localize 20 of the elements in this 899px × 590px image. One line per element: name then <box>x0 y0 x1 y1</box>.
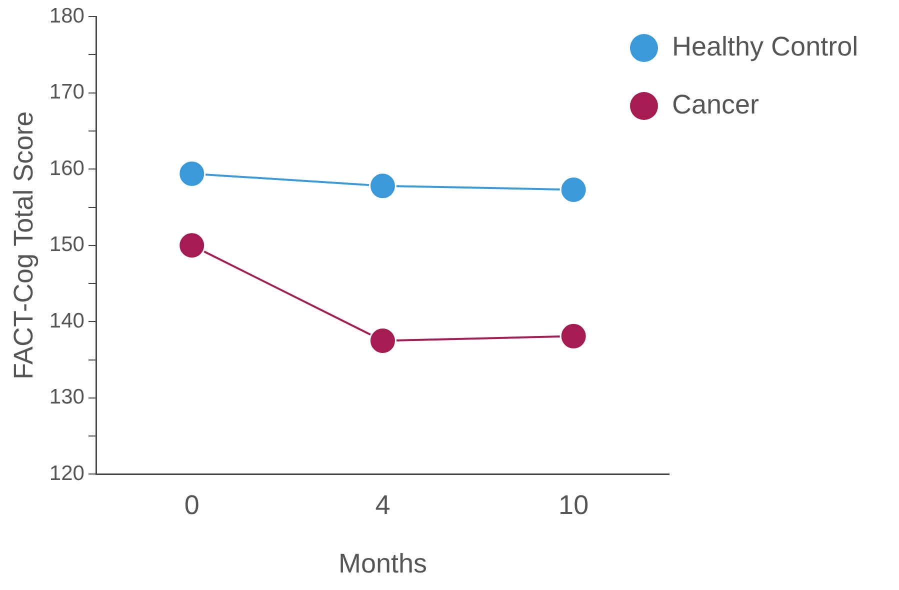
y-tick-label: 150 <box>49 233 84 256</box>
x-axis-title: Months <box>338 548 427 578</box>
x-tick-label: 4 <box>375 490 390 520</box>
x-tick-label: 10 <box>558 490 589 520</box>
legend-label: Healthy Control <box>672 31 858 62</box>
y-axis-title: FACT-Cog Total Score <box>8 111 39 380</box>
y-tick-label: 180 <box>49 4 84 28</box>
point <box>560 322 588 350</box>
y-tick-label: 140 <box>49 309 84 332</box>
y-tick-label: 160 <box>49 156 84 180</box>
legend-label: Cancer <box>672 89 760 120</box>
x-tick-label: 0 <box>184 490 200 520</box>
point <box>178 160 206 188</box>
y-tick-label: 170 <box>49 80 84 104</box>
point <box>368 172 396 200</box>
y-tick-label: 130 <box>49 386 84 409</box>
point <box>178 232 206 260</box>
point <box>560 176 588 204</box>
point <box>368 326 396 354</box>
y-tick-label: 120 <box>49 462 84 485</box>
